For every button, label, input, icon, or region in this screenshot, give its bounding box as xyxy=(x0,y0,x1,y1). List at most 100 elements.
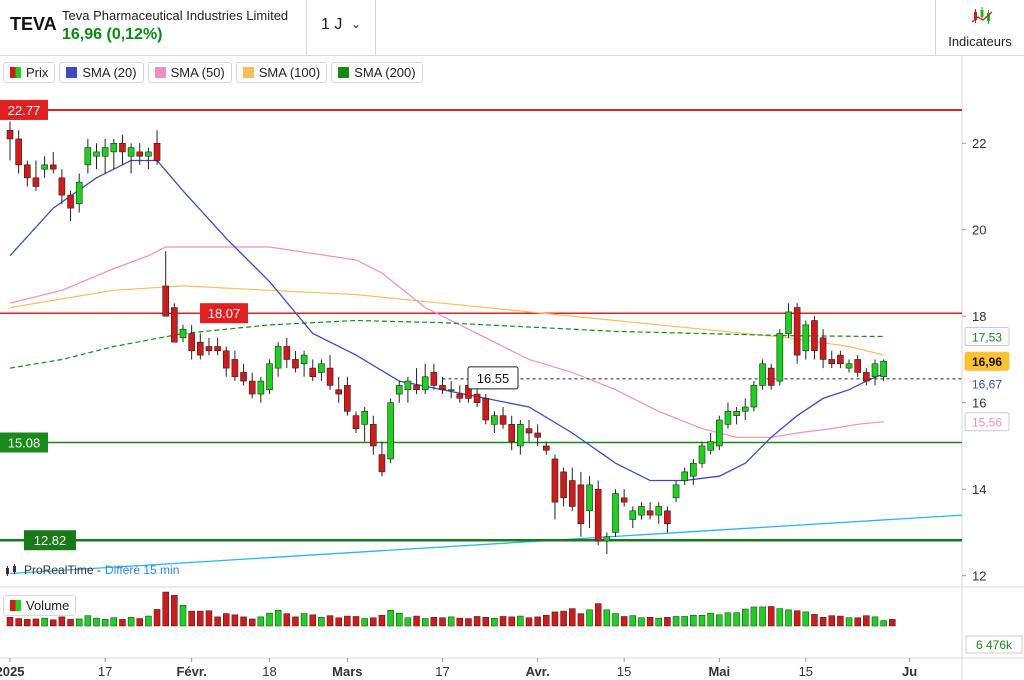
price-label-text: 16,96 xyxy=(972,355,1002,369)
price-label-badge xyxy=(964,374,1010,394)
volume-bar xyxy=(283,613,291,627)
candle-body xyxy=(49,164,57,170)
volume-bar xyxy=(439,617,446,627)
volume-bar xyxy=(378,614,386,627)
volume-bar xyxy=(620,616,628,627)
legend-label: Volume xyxy=(26,598,70,613)
candle-body xyxy=(145,151,152,157)
x-tick-label: Mars xyxy=(332,664,362,679)
legend-sma200[interactable]: SMA (200) xyxy=(331,62,423,83)
volume-bar xyxy=(136,618,143,627)
y-tick-label: 16 xyxy=(972,396,986,411)
x-tick-label: 18 xyxy=(262,664,276,679)
volume-bar xyxy=(50,619,57,627)
volume-bar xyxy=(110,617,118,627)
indicators-button[interactable]: Indicateurs xyxy=(936,0,1024,56)
candle-body xyxy=(499,415,507,425)
candle-body xyxy=(456,393,464,399)
candle-body xyxy=(672,484,680,499)
sma20-line xyxy=(9,159,884,482)
candle-body xyxy=(767,367,775,386)
divider xyxy=(306,0,307,56)
candle-body xyxy=(335,389,343,395)
legend-sma50[interactable]: SMA (50) xyxy=(147,62,232,83)
candle-body xyxy=(58,177,66,196)
volume-bar xyxy=(742,608,749,627)
volume-bar xyxy=(447,616,455,627)
volume-bar xyxy=(404,617,412,627)
legend-price[interactable]: Prix xyxy=(3,62,56,83)
level-badge-label: 22.77 xyxy=(8,103,41,118)
ticker-symbol: TEVA xyxy=(10,14,57,34)
candle-body xyxy=(603,536,611,542)
volume-bar xyxy=(370,617,377,627)
candle-body xyxy=(837,354,844,365)
volume-bar xyxy=(231,614,239,627)
candle-body xyxy=(318,363,325,373)
callout-label: 16.55 xyxy=(477,371,510,386)
interval-label: 1 J xyxy=(321,16,343,33)
volume-bar xyxy=(93,617,100,627)
company-name: Teva Pharmaceutical Industries Limited xyxy=(62,8,289,23)
candle-body xyxy=(162,285,169,317)
volume-bar xyxy=(223,613,230,627)
volume-bar xyxy=(586,609,593,627)
candle-body xyxy=(542,445,550,451)
price-label-text: 16,67 xyxy=(972,378,1002,392)
candle-body xyxy=(41,164,48,170)
candle-body xyxy=(715,419,723,447)
volume-bar xyxy=(430,617,438,627)
candle-body xyxy=(6,129,14,140)
x-tick-label: 15 xyxy=(799,664,813,679)
candle-body xyxy=(491,415,498,425)
indicators-icon xyxy=(971,7,993,24)
candle-body xyxy=(369,424,377,447)
volume-bar xyxy=(750,606,758,627)
candle-body xyxy=(664,510,671,525)
volume-bar xyxy=(664,617,671,627)
candle-body xyxy=(93,151,100,157)
candle-body xyxy=(430,372,438,386)
candle-body xyxy=(577,484,585,525)
candle-body xyxy=(586,484,593,512)
volume-badge-label: 6 476k xyxy=(976,638,1013,652)
candle-body xyxy=(214,346,221,352)
interval-selector[interactable]: 1 J ⌄ xyxy=(307,0,375,56)
candle-body xyxy=(439,385,446,391)
volume-bar xyxy=(421,618,429,627)
candle-body xyxy=(84,147,92,166)
y-tick-label: 18 xyxy=(972,309,986,324)
candle-body xyxy=(240,372,247,382)
volume-bar xyxy=(672,616,680,627)
candle-body xyxy=(724,411,732,425)
legend-label: SMA (20) xyxy=(82,65,137,80)
legend-sma20[interactable]: SMA (20) xyxy=(59,62,144,83)
level-badge-label: 15.08 xyxy=(8,435,41,450)
candle-body xyxy=(404,380,412,391)
candle-body xyxy=(361,411,368,425)
candle-body xyxy=(266,363,273,391)
volume-bar xyxy=(248,618,256,627)
volume-bar xyxy=(456,617,464,627)
candle-body xyxy=(67,194,74,209)
candle-body xyxy=(222,350,230,369)
sma20-swatch-icon xyxy=(66,67,78,78)
volume-bar xyxy=(655,617,662,627)
legend-volume[interactable]: Volume xyxy=(3,595,77,616)
volume-bar xyxy=(767,606,775,627)
volume-bar xyxy=(724,612,732,627)
legend-sma100[interactable]: SMA (100) xyxy=(235,62,328,83)
volume-bar xyxy=(292,616,299,627)
candle-body xyxy=(750,385,758,408)
sma50-swatch-icon xyxy=(154,67,166,78)
candle-body xyxy=(300,354,308,365)
volume-bar xyxy=(300,613,308,627)
candle-body xyxy=(646,510,654,516)
volume-bar xyxy=(759,606,766,627)
level-badge-label: 12.82 xyxy=(34,533,67,548)
candle-body xyxy=(871,363,879,378)
volume-bar xyxy=(491,617,498,627)
candle-body xyxy=(395,385,403,395)
volume-bar xyxy=(171,595,178,627)
